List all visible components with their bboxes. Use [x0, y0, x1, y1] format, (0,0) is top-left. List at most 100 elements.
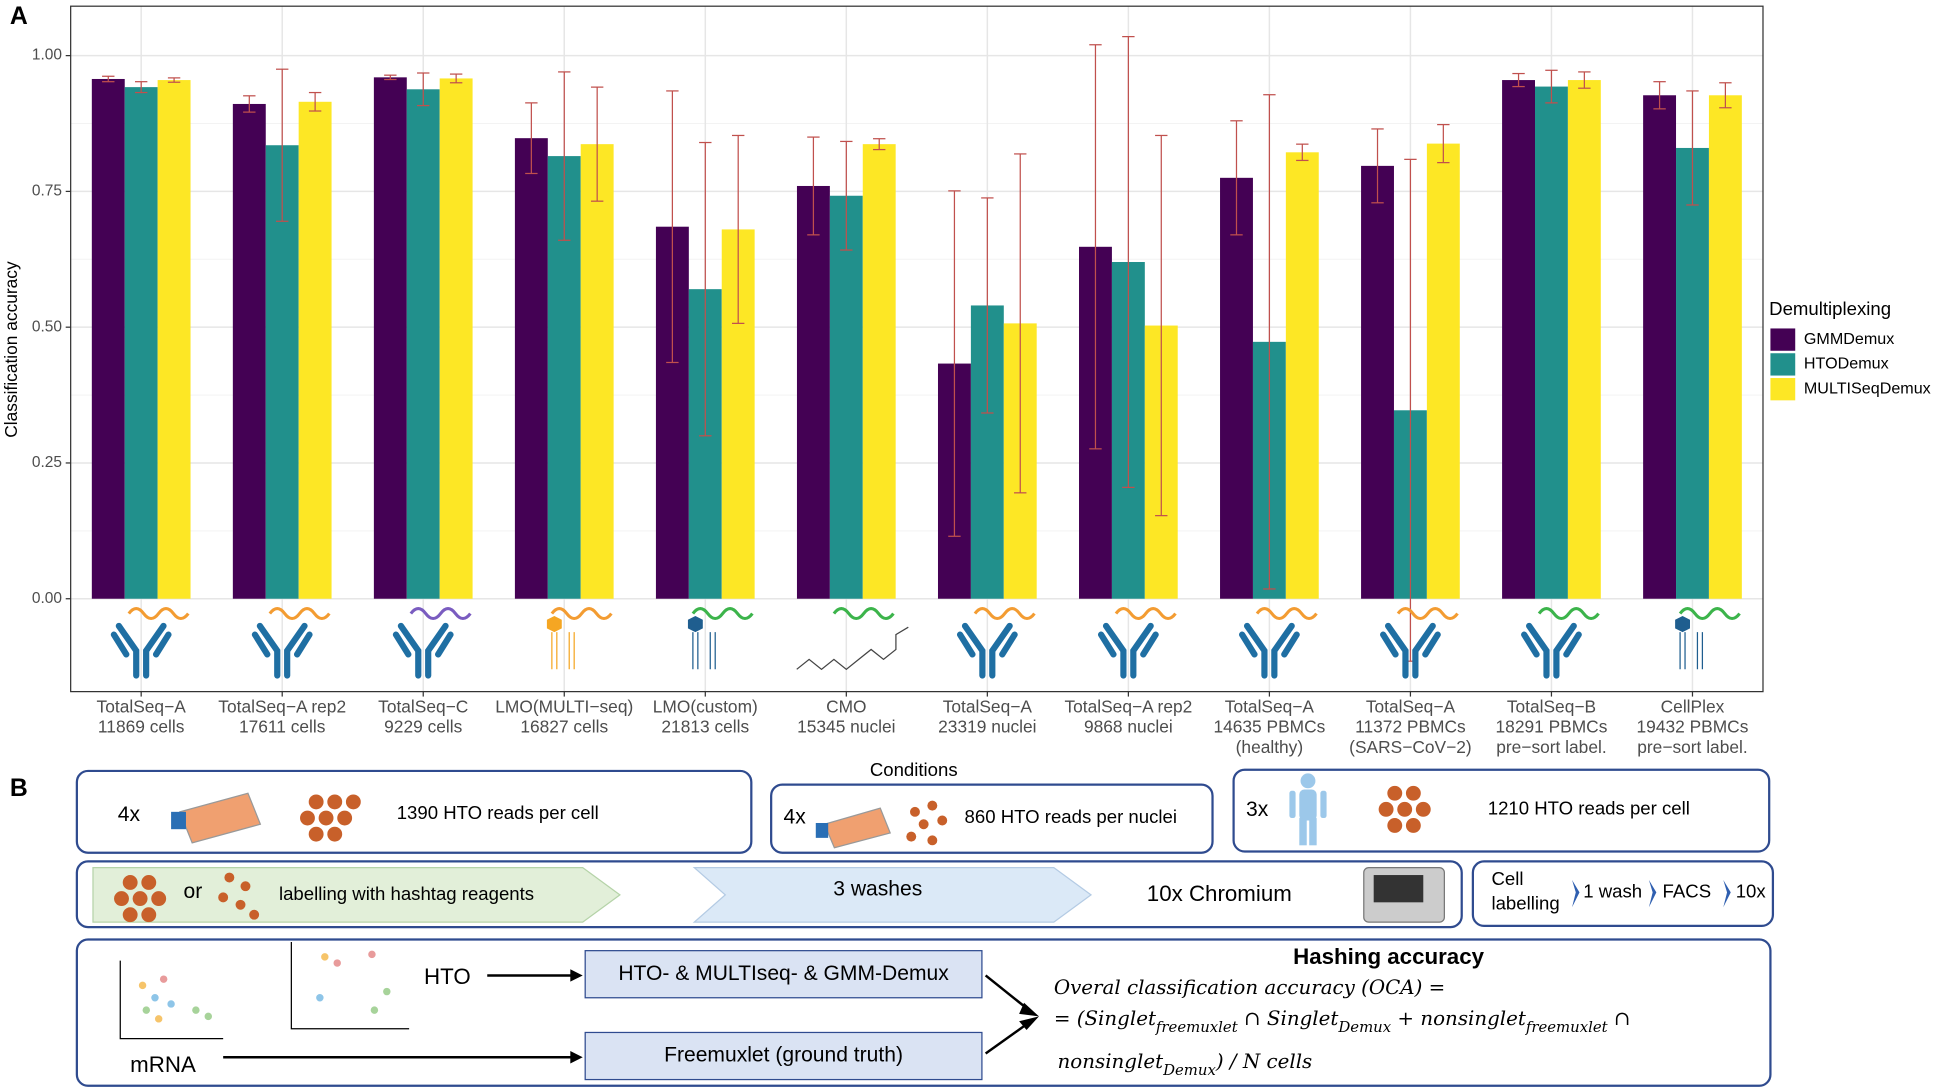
error-bar — [1296, 143, 1309, 162]
demux: HTO- & MULTIseq- & GMM-Demux — [618, 962, 949, 985]
y-tick-label: 0.00 — [32, 590, 62, 607]
lipid-head — [546, 616, 562, 633]
error-bar — [308, 91, 322, 112]
mrna-label: mRNA — [130, 1052, 196, 1077]
x-tick-label: 14635 PBMCs — [1213, 717, 1325, 737]
formula-part: ∩ Singlet — [1238, 1006, 1339, 1029]
formula-line: nonsingletDemux) / N cells — [1058, 1050, 1313, 1079]
formula-part: freemuxlet — [1525, 1018, 1608, 1036]
facs-step: FACS — [1663, 880, 1712, 901]
cells-icon — [114, 872, 260, 923]
panel-label: B — [10, 775, 28, 802]
bar — [91, 78, 125, 599]
labelling-arrow — [92, 866, 621, 923]
nuclei-icon — [906, 800, 948, 846]
bar — [1426, 143, 1460, 599]
plot: 0.00 0.25 0.50 0.75 1.00 — [32, 5, 1764, 697]
reagent-icon — [392, 607, 472, 679]
scatter-icons — [119, 941, 410, 1040]
error-bar — [1719, 82, 1732, 109]
x-tick-label: TotalSeq−B — [1507, 696, 1596, 716]
oligo-wave — [550, 607, 613, 621]
accuracy-title: Hashing accuracy — [1293, 944, 1484, 969]
plot-border — [70, 5, 1764, 693]
error-bar — [384, 74, 397, 81]
chromium-icon — [1363, 866, 1445, 923]
error-bar — [1014, 153, 1027, 494]
oligo-wave — [832, 607, 895, 621]
reagent-icon — [1675, 607, 1741, 670]
error-bar — [1089, 44, 1102, 450]
oligo-wave — [409, 607, 472, 621]
oligo-wave — [691, 607, 754, 621]
error-bar — [1512, 72, 1525, 88]
facs-step: 10x — [1736, 880, 1767, 901]
x-tick-label: 21813 cells — [661, 717, 749, 737]
error-bar — [1578, 71, 1591, 89]
oligo-wave — [127, 607, 190, 621]
error-bar — [1230, 120, 1243, 236]
error-bar — [873, 138, 886, 151]
oligo-wave — [1255, 607, 1318, 621]
y-tick-label: 0.75 — [32, 182, 62, 199]
flask-icon — [171, 792, 262, 844]
bar — [580, 144, 614, 599]
lipid-tails — [1679, 632, 1704, 670]
error-bar — [840, 140, 853, 251]
error-bar — [167, 77, 181, 83]
y-tick-label: 0.25 — [32, 454, 62, 471]
formula-line: = (Singletfreemuxlet ∩ SingletDemux + no… — [1054, 1006, 1631, 1035]
reagent-icon — [1380, 607, 1459, 679]
error-bar — [1155, 134, 1168, 517]
x-tick-label: TotalSeq−A — [1225, 696, 1315, 716]
x-tick-label: 23319 nuclei — [938, 717, 1036, 737]
bar — [373, 77, 407, 599]
error-bar — [1263, 94, 1276, 590]
error-bar — [417, 72, 430, 107]
panel-label: A — [10, 3, 28, 30]
cells-icon — [1378, 785, 1431, 833]
reads: 1390 HTO reads per cell — [397, 802, 599, 823]
x-tick-label: 11869 cells — [98, 717, 185, 737]
conditions-title: Conditions — [870, 759, 958, 780]
freemuxlet-box — [584, 1031, 983, 1081]
bar — [1502, 80, 1535, 599]
bar — [1567, 80, 1601, 599]
cells-icon — [300, 794, 361, 842]
error-bar — [666, 90, 679, 364]
facs-step: 1 wash — [1583, 880, 1642, 901]
formula-part: ) / N cells — [1215, 1050, 1312, 1073]
legend-label: GMMDemux — [1804, 330, 1894, 348]
bar — [1220, 177, 1253, 599]
bar — [514, 138, 548, 599]
legend-swatch — [1770, 378, 1796, 401]
oligo-wave — [1678, 607, 1741, 621]
reagent-icon — [546, 607, 613, 670]
arrowheads — [570, 969, 1039, 1064]
legend-swatch — [1770, 328, 1796, 351]
antibody — [251, 622, 313, 679]
lipid-tails — [692, 632, 716, 670]
error-bar — [243, 95, 256, 113]
error-bar — [731, 134, 745, 324]
x-tick-label: pre−sort label. — [1496, 737, 1606, 757]
reads: 860 HTO reads per nuclei — [965, 806, 1177, 827]
bar — [1285, 152, 1319, 599]
bar — [829, 195, 863, 599]
error-bar — [102, 75, 115, 83]
antibody — [956, 622, 1018, 679]
x-tick-label: LMO(custom) — [653, 696, 758, 716]
error-bar — [1686, 90, 1699, 206]
demux-box — [584, 950, 983, 999]
bar — [298, 101, 332, 599]
freemuxlet: Freemuxlet (ground truth) — [664, 1044, 903, 1067]
error-bar — [525, 102, 538, 175]
reagent-icon — [110, 607, 190, 679]
error-bar — [1545, 69, 1558, 104]
antibody — [110, 622, 172, 679]
cholesterol — [796, 626, 909, 671]
reagent-icon — [1239, 607, 1318, 679]
facs-box — [1471, 860, 1775, 927]
facs-step: labelling — [1491, 893, 1559, 914]
